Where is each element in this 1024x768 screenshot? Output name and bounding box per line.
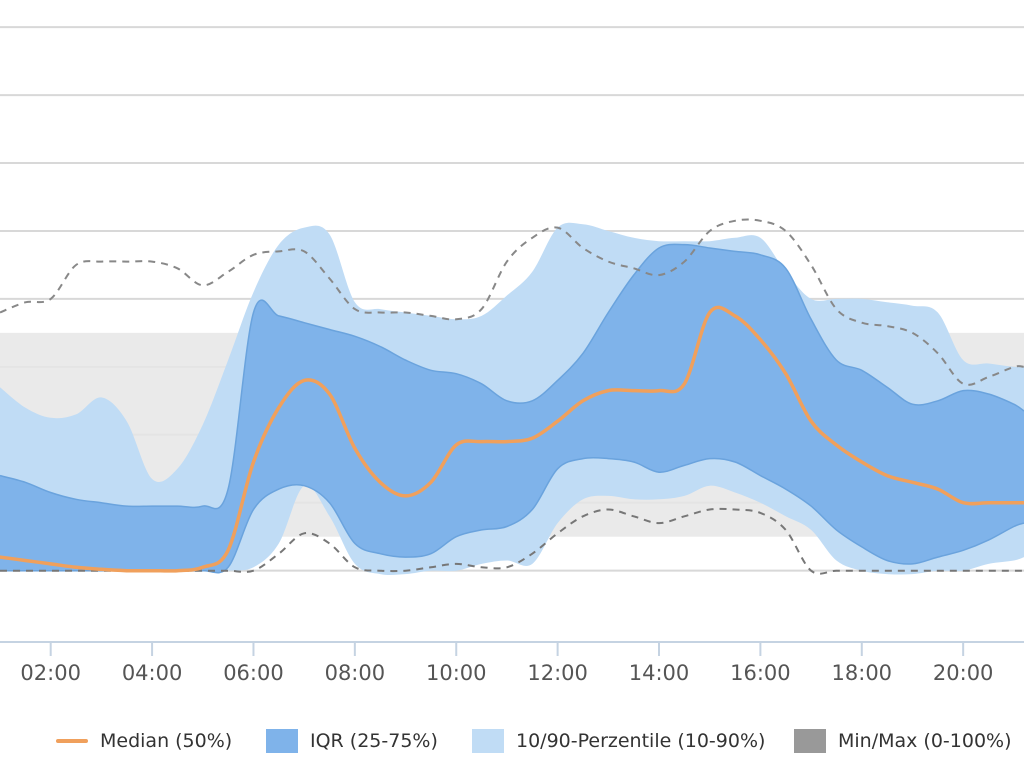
max-line (0, 218, 1024, 386)
legend-item-percentile[interactable]: 10/90-Perzentile (10-90%) (472, 724, 765, 758)
x-tick-label-16: 16:00 (730, 661, 791, 685)
x-tick-label-6: 06:00 (223, 661, 284, 685)
legend-label-percentile: 10/90-Perzentile (10-90%) (516, 730, 766, 752)
legend-swatch-minmax (794, 729, 826, 753)
x-tick-label-12: 12:00 (527, 661, 588, 685)
x-tick-label-20: 20:00 (933, 661, 994, 685)
median-line (0, 305, 1024, 573)
x-tick-label-2: 02:00 (20, 661, 81, 685)
x-tick-label-4: 04:00 (122, 661, 183, 685)
x-tick-label-10: 10:00 (426, 661, 487, 685)
legend-label-iqr: IQR (25-75%) (310, 730, 438, 752)
median-line-group (0, 305, 1024, 573)
legend: Median (50%) IQR (25-75%) 10/90-Perzenti… (0, 724, 1024, 758)
legend-swatch-iqr (266, 729, 298, 753)
legend-swatch-median (56, 739, 88, 743)
x-tick-label-18: 18:00 (832, 661, 893, 685)
x-tick-label-14: 14:00 (629, 661, 690, 685)
legend-swatch-percentile (472, 729, 504, 753)
chart: 02:00 04:00 06:00 08:00 10:00 12:00 14:00 16:00… (0, 26, 1024, 685)
legend-item-median[interactable]: Median (50%) (56, 724, 232, 758)
legend-label-minmax: Min/Max (0-100%) (838, 730, 1012, 752)
legend-label-median: Median (50%) (100, 730, 233, 752)
x-axis: 02:00 04:00 06:00 08:00 10:00 12:00 14:00 16:00… (0, 641, 1024, 685)
legend-item-iqr[interactable]: IQR (25-75%) (266, 724, 438, 758)
legend-item-minmax[interactable]: Min/Max (0-100%) (794, 724, 1012, 758)
iqr-band-area (0, 244, 1024, 573)
x-tick-label-8: 08:00 (325, 661, 386, 685)
iqr-band-upper-edge (0, 243, 1024, 510)
